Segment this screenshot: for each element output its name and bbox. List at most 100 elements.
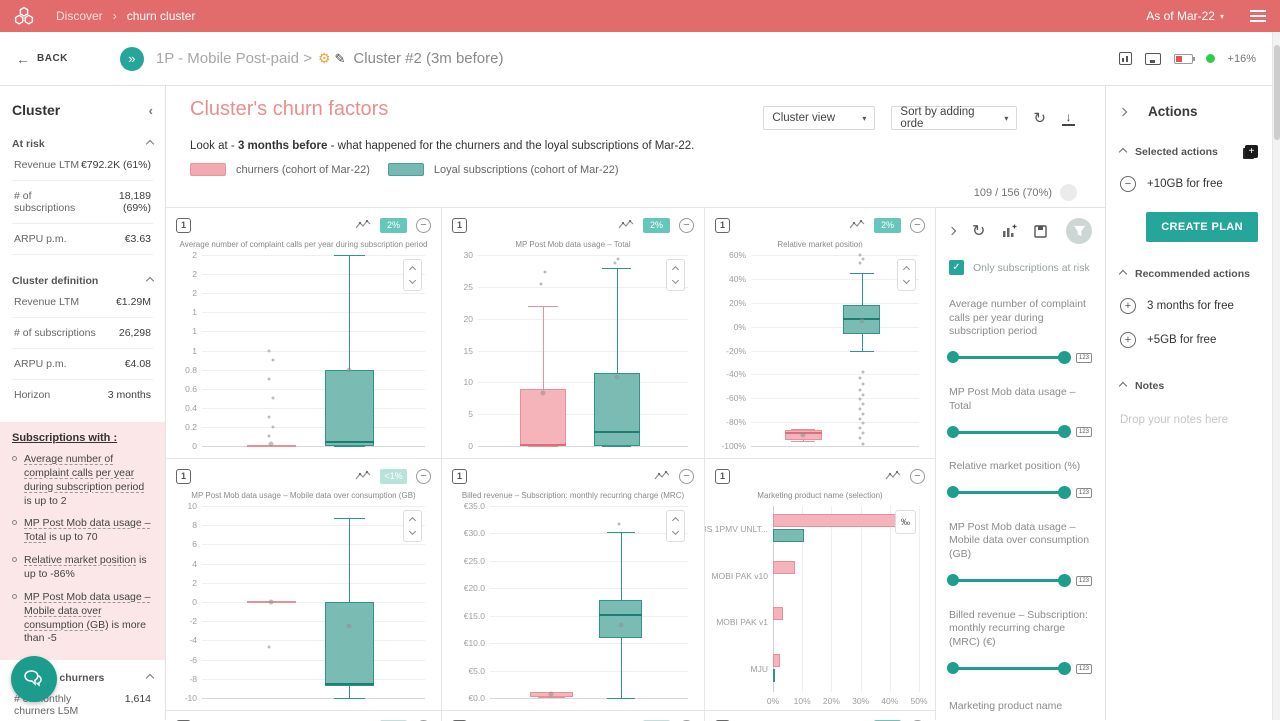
refresh-icon[interactable]: ↻ bbox=[1033, 109, 1046, 127]
panel-number-icon[interactable]: 1 bbox=[452, 218, 467, 233]
numeric-input-toggle[interactable]: 123 bbox=[1076, 353, 1092, 363]
menu-icon[interactable] bbox=[1250, 10, 1266, 22]
actions-title: Actions bbox=[1148, 104, 1198, 119]
page-scrollbar[interactable] bbox=[1272, 32, 1280, 720]
panel-number: 1 bbox=[457, 471, 462, 481]
axis-spinner[interactable] bbox=[666, 259, 685, 291]
slider-handle-max[interactable] bbox=[1058, 351, 1071, 364]
factor-link[interactable]: Average number of complaint calls per ye… bbox=[24, 453, 144, 493]
metric-label: Revenue LTM bbox=[14, 159, 79, 171]
sparkline-icon[interactable] bbox=[654, 471, 670, 482]
bullet-icon bbox=[12, 520, 17, 525]
recommended-action-item: + +5GB for free bbox=[1120, 332, 1258, 348]
axis-spinner[interactable] bbox=[897, 259, 916, 291]
permille-toggle[interactable]: ‰ bbox=[895, 510, 916, 534]
panel-number-icon[interactable]: 1 bbox=[715, 469, 730, 484]
info-circle-icon[interactable] bbox=[1060, 184, 1077, 201]
sparkline-icon[interactable] bbox=[849, 220, 865, 231]
panel-number-icon[interactable]: 1 bbox=[176, 218, 191, 233]
remove-chart-icon[interactable]: − bbox=[679, 469, 694, 484]
slider-handle-max[interactable] bbox=[1058, 486, 1071, 499]
apply-filter-button[interactable] bbox=[1066, 218, 1092, 244]
remove-chart-icon[interactable]: − bbox=[679, 218, 694, 233]
range-slider[interactable] bbox=[949, 491, 1069, 494]
reset-filters-icon[interactable]: ↻ bbox=[972, 221, 985, 241]
panel-number-icon[interactable]: 1 bbox=[176, 469, 191, 484]
chevron-up-icon[interactable] bbox=[1119, 382, 1127, 390]
chart-card: 1 2% − MP Post Mob data usage – Total 30… bbox=[442, 208, 705, 459]
save-filters-icon[interactable] bbox=[1034, 225, 1047, 238]
download-icon[interactable]: ↓ bbox=[1062, 111, 1075, 126]
as-of-date-dropdown[interactable]: As of Mar-22 ▾ bbox=[1146, 9, 1224, 23]
panel-number-icon[interactable]: 1 bbox=[715, 218, 730, 233]
add-action-icon[interactable]: + bbox=[1120, 298, 1136, 314]
edit-pencil-icon[interactable]: ✎ bbox=[335, 51, 346, 67]
chat-fab-button[interactable] bbox=[11, 656, 57, 702]
axis-spinner[interactable] bbox=[666, 510, 685, 542]
create-plan-button[interactable]: CREATE PLAN bbox=[1146, 212, 1258, 242]
range-slider[interactable] bbox=[949, 431, 1069, 434]
remove-action-icon[interactable]: − bbox=[1120, 176, 1136, 192]
slider-handle-min[interactable] bbox=[947, 486, 959, 498]
cluster-flow-icon[interactable]: » bbox=[120, 47, 144, 71]
notes-input[interactable]: Drop your notes here bbox=[1120, 414, 1258, 426]
range-slider[interactable] bbox=[949, 579, 1069, 582]
sparkline-icon[interactable] bbox=[355, 471, 371, 482]
percent-badge: 2% bbox=[643, 218, 670, 233]
slider-handle-min[interactable] bbox=[947, 574, 959, 586]
back-button[interactable]: ← BACK bbox=[16, 51, 68, 67]
range-slider[interactable] bbox=[949, 667, 1069, 670]
add-to-plan-icon[interactable]: + bbox=[1245, 145, 1258, 158]
slider-handle-min[interactable] bbox=[947, 426, 959, 438]
slider-handle-max[interactable] bbox=[1058, 574, 1071, 587]
metric-value: €1.29M bbox=[116, 296, 151, 308]
add-chart-icon[interactable] bbox=[1002, 224, 1017, 238]
chart-panel-icon[interactable] bbox=[1119, 52, 1132, 65]
panel-number-icon[interactable]: 1 bbox=[452, 469, 467, 484]
cluster-definition-section-header[interactable]: Cluster definition bbox=[12, 275, 153, 287]
factor-link[interactable]: Relative market position bbox=[24, 554, 136, 566]
at-risk-section-header[interactable]: At risk bbox=[12, 138, 153, 150]
numeric-input-toggle[interactable]: 123 bbox=[1076, 488, 1092, 498]
remove-chart-icon[interactable]: − bbox=[910, 218, 925, 233]
app-logo-icon[interactable] bbox=[14, 7, 34, 25]
sort-select[interactable]: Sort by adding orde▾ bbox=[891, 106, 1017, 130]
section-title: Cluster's churn factors bbox=[190, 98, 388, 121]
sparkline-icon[interactable] bbox=[355, 220, 371, 231]
slider-handle-max[interactable] bbox=[1058, 425, 1071, 438]
slider-handle-max[interactable] bbox=[1058, 662, 1071, 675]
add-action-icon[interactable]: + bbox=[1120, 332, 1136, 348]
slider-handle-min[interactable] bbox=[947, 351, 959, 363]
battery-icon[interactable] bbox=[1174, 54, 1193, 64]
scrollbar-thumb[interactable] bbox=[1274, 45, 1280, 140]
range-slider[interactable] bbox=[949, 356, 1069, 359]
numeric-input-toggle[interactable]: 123 bbox=[1076, 664, 1092, 674]
view-select-value: Cluster view bbox=[772, 112, 835, 124]
sort-select-value: Sort by adding orde bbox=[900, 106, 996, 130]
collapse-sidebar-icon[interactable]: ‹ bbox=[149, 103, 153, 118]
filter-slider-group: MP Post Mob data usage – Total 123 bbox=[949, 386, 1092, 437]
monitor-icon[interactable] bbox=[1145, 53, 1161, 65]
remove-chart-icon[interactable]: − bbox=[416, 218, 431, 233]
chevron-up-icon[interactable] bbox=[1119, 147, 1127, 155]
remove-chart-icon[interactable]: − bbox=[416, 469, 431, 484]
sparkline-icon[interactable] bbox=[618, 220, 634, 231]
gear-warning-icon[interactable]: ⚙ bbox=[318, 50, 331, 67]
axis-spinner[interactable] bbox=[403, 259, 422, 291]
desc-text: - what happened for the churners and the… bbox=[327, 140, 694, 152]
slider-handle-min[interactable] bbox=[947, 662, 959, 674]
breadcrumb-app[interactable]: Discover bbox=[56, 9, 103, 23]
breadcrumb-segment[interactable]: 1P - Mobile Post-paid > bbox=[156, 50, 312, 67]
sparkline-icon[interactable] bbox=[885, 471, 901, 482]
numeric-input-toggle[interactable]: 123 bbox=[1076, 576, 1092, 586]
collapse-filters-icon[interactable] bbox=[949, 228, 955, 234]
only-at-risk-checkbox[interactable]: ✓ bbox=[949, 260, 964, 275]
view-select[interactable]: Cluster view▾ bbox=[763, 106, 875, 130]
remove-chart-icon[interactable]: − bbox=[910, 469, 925, 484]
chevron-up-icon[interactable] bbox=[1119, 270, 1127, 278]
metric-row: ARPU p.m.€3.63 bbox=[12, 224, 153, 255]
numeric-input-toggle[interactable]: 123 bbox=[1076, 427, 1092, 437]
axis-spinner[interactable] bbox=[403, 510, 422, 542]
filter-slider-group: Relative market position (%) 123 bbox=[949, 460, 1092, 498]
collapse-actions-icon[interactable] bbox=[1119, 107, 1127, 115]
